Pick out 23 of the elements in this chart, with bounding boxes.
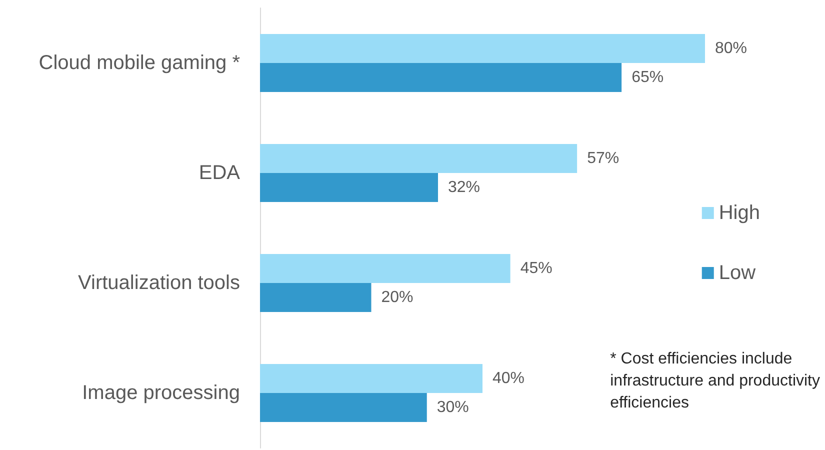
data-label: 65% — [632, 69, 664, 86]
data-label: 40% — [492, 370, 525, 387]
bar — [260, 364, 482, 393]
legend-label: Low — [718, 262, 756, 284]
y-tick-label: Image processing — [82, 382, 240, 404]
bar — [260, 283, 372, 312]
data-label: 45% — [520, 260, 552, 277]
y-tick-label: Virtualization tools — [78, 272, 240, 294]
y-tick-label: Cloud mobile gaming * — [38, 52, 240, 74]
y-tick-label: EDA — [198, 162, 241, 184]
bar — [260, 254, 510, 283]
data-label: 80% — [715, 40, 748, 57]
bar — [260, 34, 705, 63]
legend-label: High — [718, 202, 760, 224]
bar — [260, 393, 427, 422]
data-label: 30% — [436, 399, 469, 416]
data-label: 57% — [587, 150, 620, 167]
bar — [260, 63, 622, 92]
annotation: * Cost efficiencies include infrastructure and productivity efficiencies — [610, 350, 820, 412]
data-label: 32% — [448, 179, 480, 196]
bar — [260, 144, 578, 173]
bar — [260, 173, 438, 202]
data-label: 20% — [381, 289, 414, 306]
